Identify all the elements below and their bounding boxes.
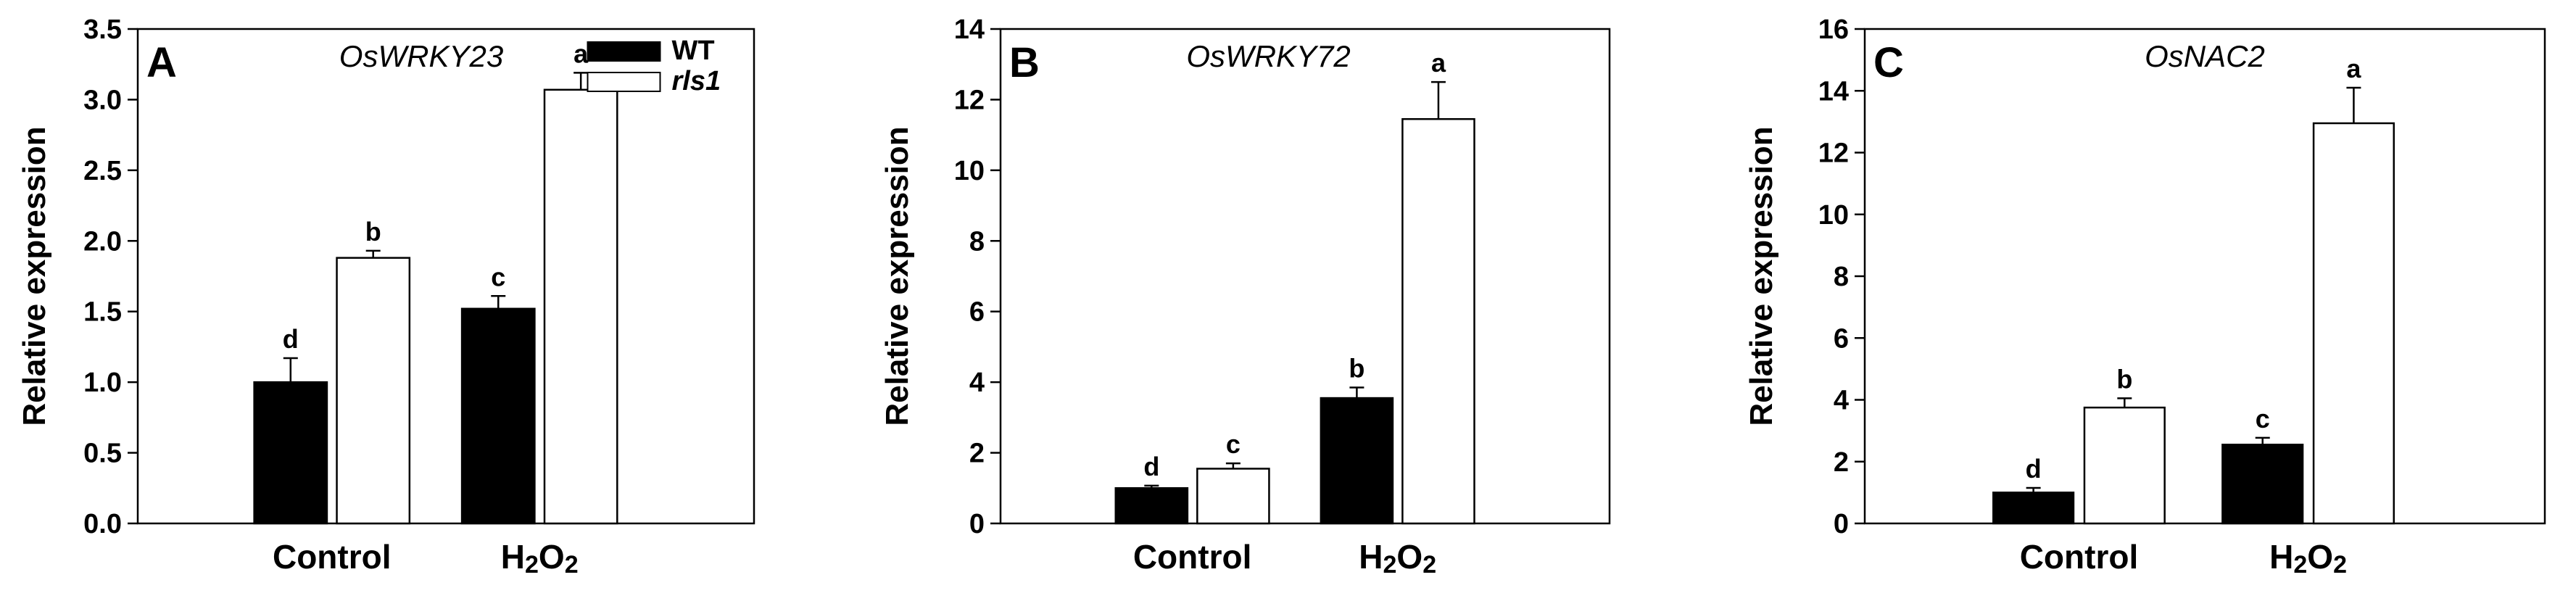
panel-letter: C [1873,39,1904,86]
y-tick-label: 1.5 [83,297,122,328]
y-tick-label: 14 [1818,76,1849,107]
significance-label: c [2256,404,2270,434]
bar-wt-1 [2221,444,2304,525]
significance-label: b [365,217,381,246]
category-label-part: H [2269,538,2293,576]
category-label-part: H [1359,538,1383,576]
bar-rls1-0 [1196,468,1270,525]
x-category-label: Control [2020,538,2139,576]
legend-label-wt: WT [672,36,715,66]
y-tick-label: 2 [1834,447,1849,478]
y-tick-label: 14 [954,14,985,45]
y-axis-label: Relative expression [879,126,915,426]
y-tick-label: 6 [969,297,985,328]
significance-label: a [573,38,589,68]
significance-label: c [1226,429,1241,459]
y-tick-label: 12 [1818,138,1849,169]
category-label-part: O [1396,538,1422,576]
y-tick-label: 8 [969,226,985,257]
category-label-part: 2 [565,551,579,579]
x-category-label: Control [1133,538,1252,576]
y-tick-label: 4 [969,368,985,398]
legend-swatch-rls1 [587,72,661,92]
category-label-part: 2 [1383,551,1396,579]
chart-panel-a: 0.0 0.5 1.0 1.5 2.0 2.5 3.0 3.5 Relative express… [17,14,755,579]
significance-label: d [2026,454,2042,484]
category-label-part: 2 [2333,551,2347,579]
gene-title: OsWRKY72 [1186,39,1350,73]
plot-frame [1863,28,2546,525]
bar-rls1-0 [2083,406,2166,525]
y-tick-label: 0 [969,509,985,539]
y-tick-label: 12 [954,85,985,115]
plot-frame [136,28,755,525]
bar-wt-0 [1114,487,1189,525]
significance-label: c [491,262,505,291]
category-label-part: 2 [525,551,539,579]
legend-swatch-wt [587,41,661,62]
bar-rls1-1 [543,88,618,525]
panel-letter: A [146,39,177,86]
gene-title: OsWRKY23 [339,39,503,73]
significance-label: d [1143,452,1159,481]
x-category-label: H2O2 [1359,538,1436,579]
y-tick-label: 3.0 [83,85,122,115]
y-tick-label: 0.0 [83,509,122,539]
category-label-part: 2 [1422,551,1436,579]
bar-rls1-1 [1401,117,1475,525]
legend-label-rls1: rls1 [672,66,721,96]
significance-label: b [2116,364,2132,394]
plot-frame [999,28,1611,525]
bar-wt-0 [1992,492,2075,525]
y-tick-label: 8 [1834,262,1849,292]
bar-wt-1 [1320,397,1394,525]
y-tick-label: 10 [954,156,985,186]
significance-label: a [2346,54,2361,83]
y-tick-label: 4 [1834,386,1849,416]
x-category-label: H2O2 [2269,538,2347,579]
y-tick-label: 2 [969,439,985,469]
y-tick-label: 10 [1818,200,1849,231]
y-tick-label: 3.5 [83,14,122,45]
category-label-part: O [2307,538,2333,576]
category-label-part: 2 [2293,551,2307,579]
x-category-label: Control [273,538,392,576]
y-tick-label: 2.5 [83,156,122,186]
bar-rls1-1 [2312,122,2395,525]
y-tick-label: 6 [1834,323,1849,354]
y-axis-label: Relative expression [17,126,52,426]
significance-label: b [1349,353,1364,383]
bar-rls1-0 [336,257,411,525]
y-tick-label: 16 [1818,14,1849,45]
y-tick-label: 0 [1834,509,1849,539]
chart-panel-b: 0 2 4 6 8 10 12 14 Relative expression B OsWRKY72 d… [879,14,1611,579]
gene-title: OsNAC2 [2145,39,2265,73]
y-tick-label: 2.0 [83,226,122,257]
bar-wt-1 [460,307,536,525]
panel-letter: B [1009,39,1040,86]
y-tick-label: 0.5 [83,439,122,469]
category-label-part: O [539,538,565,576]
y-axis-label: Relative expression [1744,126,1779,426]
bar-wt-0 [253,381,328,525]
y-tick-label: 1.0 [83,368,122,398]
significance-label: d [283,324,299,354]
chart-panel-c: 0 2 4 6 8 10 12 14 16 Relative expression C OsNAC2 d… [1744,14,2546,579]
x-category-label: H2O2 [501,538,579,579]
category-label-part: H [501,538,525,576]
significance-label: a [1431,48,1446,78]
